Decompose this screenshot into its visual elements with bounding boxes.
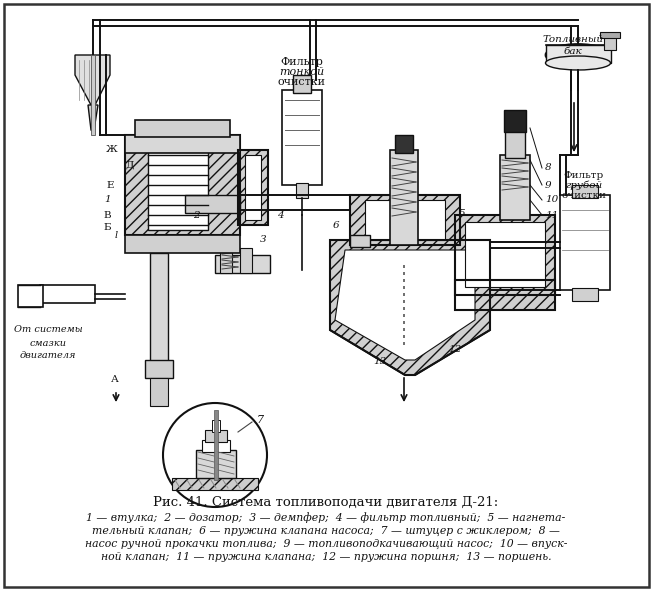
Bar bbox=[350, 195, 460, 245]
Text: 13: 13 bbox=[374, 358, 387, 366]
Text: 9: 9 bbox=[545, 180, 552, 190]
Text: Б: Б bbox=[103, 223, 111, 232]
Text: 1 — втулка;  2 — дозатор;  3 — демпфер;  4 — фильтр топливный;  5 — нагнета-: 1 — втулка; 2 — дозатор; 3 — демпфер; 4 … bbox=[86, 512, 565, 524]
Polygon shape bbox=[330, 240, 490, 375]
Bar bbox=[40, 285, 95, 303]
Bar bbox=[125, 135, 240, 235]
Bar bbox=[465, 222, 545, 287]
Circle shape bbox=[163, 403, 267, 507]
Text: Рис. 41. Система топливоподачи двигателя Д-21:: Рис. 41. Система топливоподачи двигателя… bbox=[153, 495, 499, 508]
Bar bbox=[240, 248, 252, 273]
Text: 2: 2 bbox=[193, 210, 199, 219]
Text: насос ручной прокачки топлива;  9 — топливоподкачивающий насос;  10 — впуск-: насос ручной прокачки топлива; 9 — топли… bbox=[85, 539, 567, 549]
Bar bbox=[572, 185, 598, 198]
Text: 7: 7 bbox=[257, 415, 264, 425]
Bar bbox=[504, 110, 526, 132]
Text: 8: 8 bbox=[545, 164, 552, 173]
Bar bbox=[196, 450, 236, 478]
Ellipse shape bbox=[545, 56, 611, 70]
Bar bbox=[282, 90, 322, 185]
Bar bbox=[91, 55, 95, 135]
Bar bbox=[395, 135, 413, 153]
Bar bbox=[125, 235, 240, 253]
Text: Топливный: Топливный bbox=[543, 35, 603, 44]
Bar bbox=[145, 360, 173, 378]
Bar bbox=[455, 280, 555, 310]
Text: 1: 1 bbox=[104, 196, 111, 204]
Text: Фильтр: Фильтр bbox=[281, 57, 323, 67]
Bar bbox=[18, 285, 43, 307]
Bar bbox=[212, 420, 220, 432]
Bar bbox=[546, 45, 611, 63]
Text: В: В bbox=[103, 210, 111, 219]
Bar bbox=[500, 155, 530, 220]
Bar bbox=[350, 195, 460, 245]
Bar bbox=[215, 255, 270, 273]
Text: Фильтр: Фильтр bbox=[564, 170, 604, 180]
Bar bbox=[350, 235, 370, 247]
Text: тонкой: тонкой bbox=[279, 67, 325, 77]
Text: 5: 5 bbox=[458, 209, 466, 217]
Bar bbox=[604, 36, 616, 50]
Text: двигателя: двигателя bbox=[20, 352, 76, 361]
Polygon shape bbox=[172, 478, 258, 490]
Text: тельный клапан;  6 — пружина клапана насоса;  7 — штуцер с жиклером;  8 —: тельный клапан; 6 — пружина клапана насо… bbox=[92, 526, 560, 536]
Polygon shape bbox=[335, 250, 475, 360]
Text: ной клапан;  11 — пружина клапана;  12 — пружина поршня;  13 — поршень.: ной клапан; 11 — пружина клапана; 12 — п… bbox=[101, 552, 551, 562]
Text: l: l bbox=[114, 230, 118, 239]
Bar bbox=[390, 150, 418, 245]
Bar bbox=[135, 120, 230, 137]
Bar bbox=[238, 150, 268, 225]
Bar bbox=[150, 378, 168, 406]
Bar bbox=[365, 200, 445, 240]
Bar bbox=[202, 440, 230, 452]
Bar bbox=[214, 410, 218, 480]
Text: бак: бак bbox=[564, 47, 582, 57]
Text: 10: 10 bbox=[545, 196, 558, 204]
Text: смазки: смазки bbox=[29, 339, 67, 348]
Bar bbox=[148, 140, 208, 230]
Bar bbox=[296, 183, 308, 198]
Text: 4: 4 bbox=[277, 210, 283, 219]
Bar bbox=[220, 248, 232, 273]
Bar bbox=[185, 195, 240, 213]
Bar bbox=[455, 215, 555, 295]
Bar bbox=[455, 215, 555, 295]
Bar bbox=[125, 135, 240, 153]
Bar bbox=[293, 75, 311, 93]
Text: очистки: очистки bbox=[278, 77, 326, 87]
Text: Ж: Ж bbox=[106, 145, 118, 154]
Bar bbox=[125, 135, 240, 235]
Bar bbox=[150, 253, 168, 363]
Bar bbox=[238, 150, 268, 225]
Text: От системы: От системы bbox=[14, 326, 82, 335]
Text: 3: 3 bbox=[260, 235, 266, 245]
Ellipse shape bbox=[545, 44, 611, 66]
Text: грубой: грубой bbox=[565, 180, 603, 190]
Bar bbox=[600, 32, 620, 38]
Polygon shape bbox=[75, 55, 110, 105]
Bar bbox=[505, 130, 525, 158]
Text: 12: 12 bbox=[449, 346, 462, 355]
Text: Д: Д bbox=[126, 161, 134, 170]
Text: А: А bbox=[111, 375, 119, 385]
Bar bbox=[455, 280, 555, 310]
Bar bbox=[205, 430, 227, 442]
Text: Е: Е bbox=[106, 180, 114, 190]
Text: очистки: очистки bbox=[562, 190, 607, 200]
Bar bbox=[560, 195, 610, 290]
Polygon shape bbox=[88, 105, 98, 130]
Bar bbox=[572, 288, 598, 301]
Text: 6: 6 bbox=[332, 220, 340, 229]
Text: 11: 11 bbox=[545, 210, 558, 219]
Bar bbox=[245, 155, 261, 220]
